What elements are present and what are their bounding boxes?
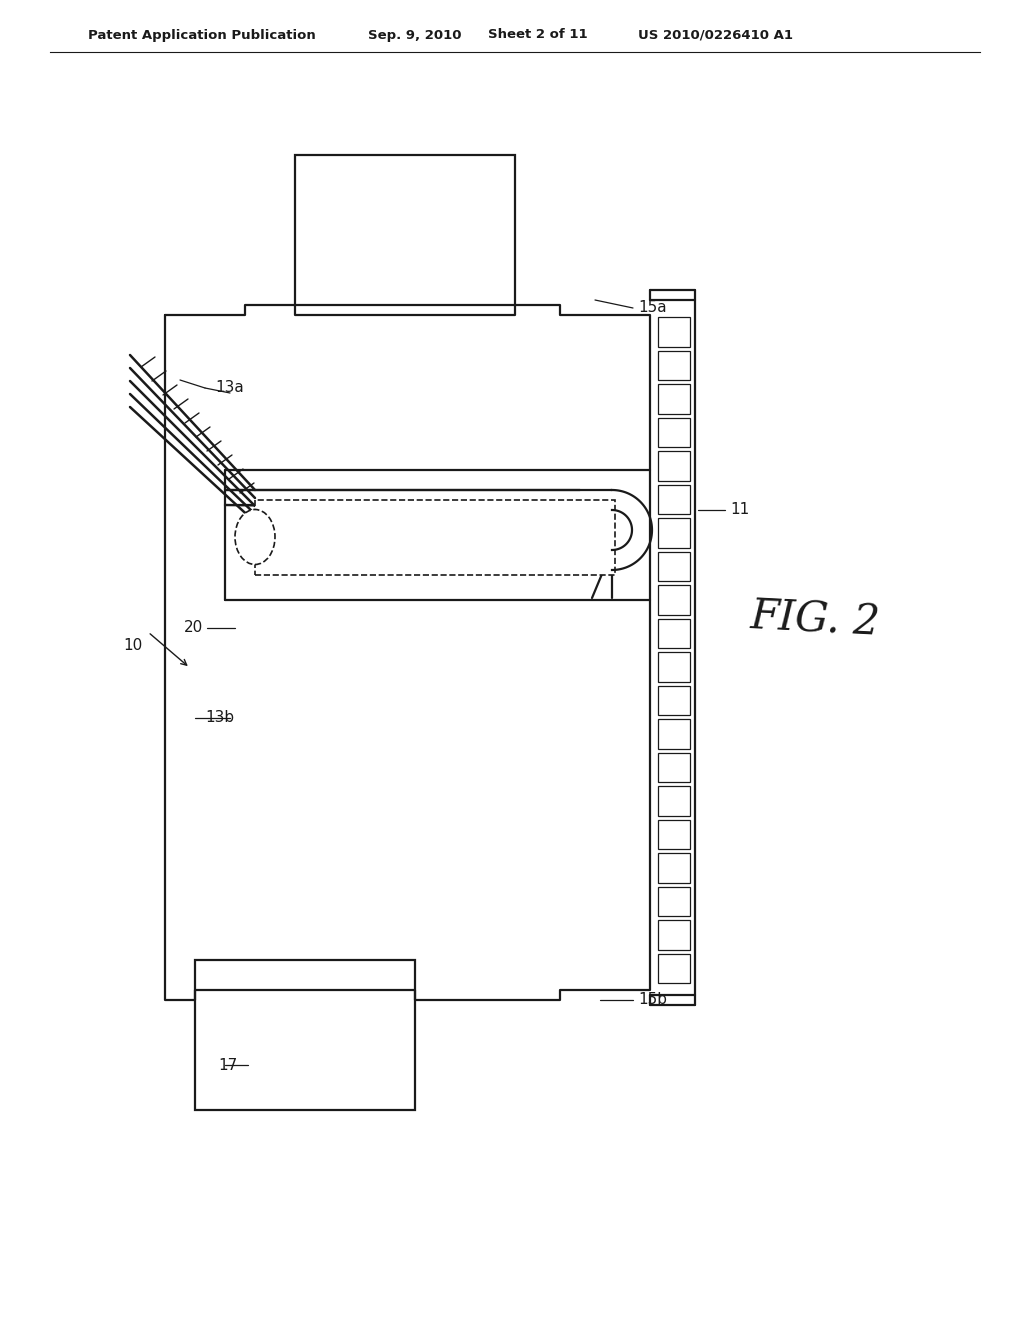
Bar [658, 552, 690, 581]
Text: 15b: 15b [638, 993, 667, 1007]
Bar [658, 484, 690, 513]
Text: 10: 10 [123, 638, 142, 652]
Bar [658, 785, 690, 816]
Bar [658, 351, 690, 380]
Bar [658, 887, 690, 916]
Text: FIG. 2: FIG. 2 [749, 595, 881, 644]
Bar [658, 652, 690, 681]
Bar [658, 451, 690, 480]
Bar [658, 317, 690, 346]
Text: 17: 17 [218, 1057, 238, 1072]
Bar [658, 384, 690, 413]
Bar [658, 619, 690, 648]
Text: US 2010/0226410 A1: US 2010/0226410 A1 [638, 29, 793, 41]
Bar [295, 154, 515, 305]
Bar [658, 719, 690, 748]
Bar [195, 960, 415, 1110]
Bar [658, 953, 690, 983]
Text: 20: 20 [183, 620, 203, 635]
Bar [658, 417, 690, 447]
Ellipse shape [234, 510, 275, 565]
Text: 13a: 13a [215, 380, 244, 396]
Bar [658, 517, 690, 548]
Text: Patent Application Publication: Patent Application Publication [88, 29, 315, 41]
Text: Sheet 2 of 11: Sheet 2 of 11 [488, 29, 588, 41]
Text: 15a: 15a [638, 301, 667, 315]
Bar [658, 752, 690, 781]
Bar [658, 685, 690, 715]
Bar [658, 820, 690, 849]
Text: Sep. 9, 2010: Sep. 9, 2010 [368, 29, 462, 41]
Bar [255, 500, 615, 576]
Text: 11: 11 [730, 503, 750, 517]
Bar [658, 585, 690, 615]
Bar [658, 853, 690, 883]
Bar [658, 920, 690, 949]
Text: 13b: 13b [205, 710, 234, 726]
